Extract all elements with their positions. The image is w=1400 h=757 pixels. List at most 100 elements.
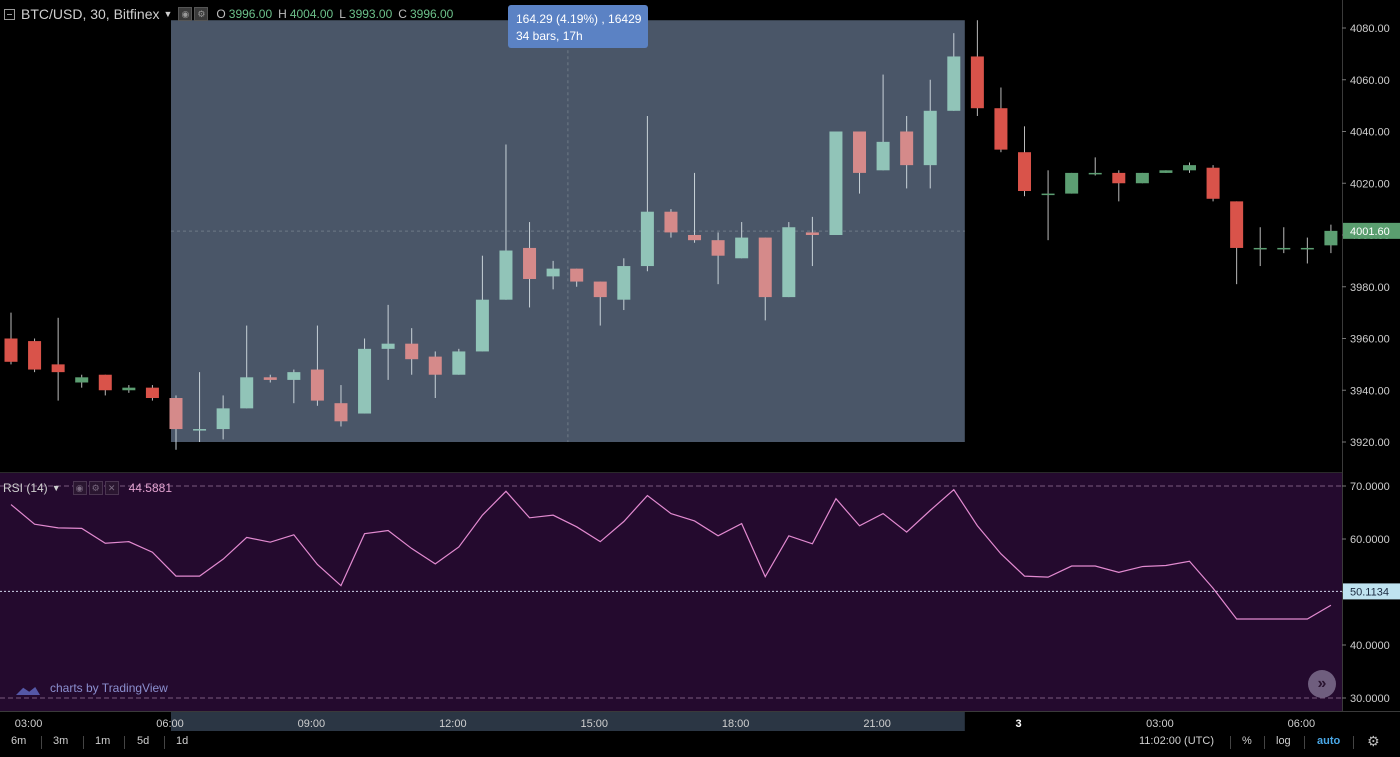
price-tick-label: 4020.00 (1350, 178, 1390, 190)
candle-body (1183, 165, 1196, 171)
measure-bars: 34 bars, 17h (516, 29, 583, 43)
chevron-down-icon[interactable]: ▼ (51, 483, 61, 493)
measure-tooltip: 164.29 (4.19%) , 16429 34 bars, 17h (508, 5, 648, 48)
toolbar-separator (1353, 736, 1354, 749)
candle-body (1230, 201, 1244, 248)
rsi-level-badge (1343, 583, 1400, 600)
candle-body (1112, 172, 1126, 184)
auto-scale-button[interactable]: auto (1317, 735, 1341, 747)
watermark-text: charts by TradingView (50, 681, 168, 695)
candle-body (782, 227, 796, 298)
collapse-icon[interactable] (4, 8, 15, 20)
candle-body (263, 377, 277, 380)
time-tick-label: 06:00 (156, 718, 184, 730)
candle-body (334, 403, 348, 422)
price-axis[interactable] (1342, 0, 1400, 711)
ohlc-values: O 3996.00 H 4004.00 L 3993.00 C 3996.00 (216, 7, 459, 21)
open-value: 3996.00 (228, 7, 273, 21)
gear-icon[interactable]: ⚙ (1367, 733, 1380, 749)
candle-body (758, 237, 772, 298)
open-label: O (216, 7, 226, 21)
toolbar-separator (1304, 736, 1305, 749)
log-scale-button[interactable]: log (1276, 735, 1291, 747)
scroll-to-realtime-button[interactable]: » (1308, 670, 1336, 698)
timeframe-3m-button[interactable]: 3m (53, 735, 69, 747)
timeframe-6m-button[interactable]: 6m (11, 735, 27, 747)
price-tick-label: 3920.00 (1350, 437, 1390, 449)
price-ticks: 4080.004060.004040.004020.004000.003980.… (1342, 23, 1400, 449)
timeframe-5d-button[interactable]: 5d (137, 735, 150, 747)
time-tick-label: 12:00 (439, 718, 467, 730)
candle-body (287, 372, 301, 380)
eye-icon[interactable]: ◉ (178, 7, 193, 21)
time-tick-label: 21:00 (863, 718, 891, 730)
candle-body (947, 56, 961, 111)
measure-change: 164.29 (4.19%) , 16429 (516, 12, 642, 26)
current-price-label: 4001.60 (1350, 226, 1390, 238)
candle-body (4, 338, 18, 362)
candle-body (310, 369, 324, 401)
price-tick-label: 3980.00 (1350, 282, 1390, 294)
candle-body (640, 211, 654, 267)
candle-body (475, 299, 489, 352)
candle-body (735, 237, 749, 259)
candle-body (711, 240, 725, 256)
gear-icon[interactable]: ⚙ (194, 7, 209, 21)
percent-scale-button[interactable]: % (1242, 735, 1252, 747)
candle-body (1135, 172, 1149, 184)
toolbar-separator (1230, 736, 1231, 749)
symbol-title[interactable]: BTC/USD, 30, Bitfinex (21, 6, 160, 22)
time-tick-label: 09:00 (298, 718, 326, 730)
time-tick-label: 03:00 (15, 718, 43, 730)
rsi-legend: RSI (14) ▼ ◉ ⚙ ✕ 44.5881 (3, 481, 172, 495)
candle-body (28, 341, 42, 370)
candle-body (853, 131, 867, 173)
candle-body (499, 250, 513, 300)
gear-icon[interactable]: ⚙ (88, 481, 103, 495)
rsi-level-label: 50.1134 (1350, 586, 1389, 598)
candle-body (1041, 193, 1055, 196)
candle-body (122, 387, 136, 391)
tradingview-logo-icon (16, 681, 40, 695)
candle-body (1088, 172, 1102, 175)
low-value: 3993.00 (348, 7, 393, 21)
candle-body (900, 131, 914, 166)
rsi-pane-bg (0, 473, 1342, 711)
candle-body (1206, 167, 1220, 199)
price-tick-label: 4040.00 (1350, 127, 1390, 139)
candle-body (664, 211, 678, 233)
candle-body (805, 232, 819, 235)
eye-icon[interactable]: ◉ (72, 481, 87, 495)
candles-layer (4, 20, 1338, 450)
candle-body (617, 266, 631, 300)
candle-body (358, 348, 372, 414)
timeframe-1d-button[interactable]: 1d (176, 735, 189, 747)
candle-body (428, 356, 442, 375)
candle-body (75, 377, 89, 383)
rsi-tick-label: 70.0000 (1350, 481, 1390, 493)
time-ticks: 03:00 06:00 09:00 12:00 15:00 18:00 21:00 3 03:0… (15, 718, 1315, 730)
utc-clock[interactable]: 11:02:00 (UTC) (1139, 735, 1214, 747)
price-tick-label: 3940.00 (1350, 385, 1390, 397)
tradingview-watermark[interactable]: charts by TradingView (16, 681, 168, 695)
chevron-down-icon[interactable]: ▼ (163, 9, 173, 19)
rsi-line (10, 488, 1332, 620)
candle-body (98, 374, 112, 391)
rsi-title[interactable]: RSI (14) (3, 481, 48, 495)
candle-body (1159, 170, 1173, 173)
candle-body (1277, 247, 1291, 250)
candle-body (876, 141, 890, 171)
candle-body (169, 398, 183, 430)
low-label: L (339, 7, 346, 21)
close-icon[interactable]: ✕ (104, 481, 119, 495)
candle-body (1324, 230, 1338, 246)
timeframe-1m-button[interactable]: 1m (95, 735, 111, 747)
time-tick-label: 06:00 (1288, 718, 1316, 730)
candle-body (240, 377, 254, 409)
candle-body (593, 281, 607, 298)
candle-body (570, 268, 584, 282)
rsi-tick-label: 40.0000 (1350, 640, 1390, 652)
toolbar-separator (164, 736, 165, 749)
